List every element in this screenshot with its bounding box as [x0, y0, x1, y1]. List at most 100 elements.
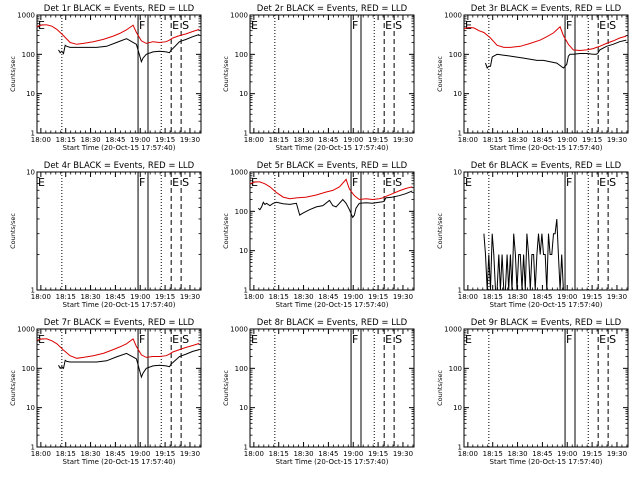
x-tick-label: 19:15 — [155, 136, 175, 144]
y-tick-label: 10 — [239, 90, 248, 98]
x-tick-label: 18:15 — [269, 136, 289, 144]
x-tick-label: 18:45 — [105, 293, 125, 301]
x-axis-label: Start Time (20-Oct-15 17:57:40) — [63, 301, 176, 309]
y-axis-label: Counts/sec — [436, 370, 444, 406]
y-axis-label: Counts/sec — [222, 56, 230, 92]
marker-label-S: S — [182, 176, 189, 189]
marker-label-E: E — [251, 333, 258, 346]
x-tick-label: 19:30 — [607, 450, 627, 458]
x-axis-label: Start Time (20-Oct-15 17:57:40) — [490, 301, 603, 309]
marker-label-F: F — [566, 176, 572, 189]
y-tick-label: 100 — [235, 51, 248, 59]
x-tick-label: 18:45 — [532, 293, 552, 301]
plot-frame — [36, 328, 202, 448]
x-tick-label: 19:15 — [582, 450, 602, 458]
x-tick-label: 18:00 — [31, 450, 51, 458]
marker-label-S: S — [609, 176, 616, 189]
x-tick-label: 19:30 — [607, 136, 627, 144]
x-tick-label: 19:15 — [582, 293, 602, 301]
x-tick-label: 18:30 — [293, 136, 313, 144]
panel-det-4: Det 4r BLACK = Events, RED = LLD Counts/s… — [9, 161, 202, 309]
panel-title: Det 4r BLACK = Events, RED = LLD — [44, 161, 195, 171]
y-tick-label: 10 — [26, 169, 35, 177]
x-tick-label: 18:30 — [293, 293, 313, 301]
x-tick-label: 19:15 — [582, 136, 602, 144]
x-tick-label: 18:30 — [507, 136, 527, 144]
y-axis-label: Counts/sec — [436, 213, 444, 249]
x-tick-label: 19:00 — [557, 293, 577, 301]
x-tick-label: 18:30 — [293, 450, 313, 458]
x-tick-label: 19:15 — [155, 450, 175, 458]
y-tick-label: 1 — [244, 130, 248, 138]
panel-det-8: Det 8r BLACK = Events, RED = LLD Counts/s… — [222, 318, 415, 466]
x-tick-label: 18:15 — [483, 450, 503, 458]
y-tick-label: 10 — [239, 247, 248, 255]
plot-frame — [249, 328, 415, 448]
x-tick-label: 19:30 — [607, 293, 627, 301]
x-tick-label: 19:00 — [343, 293, 363, 301]
y-axis-label: Counts/sec — [9, 56, 17, 92]
x-tick-label: 18:45 — [105, 450, 125, 458]
x-tick-label: 18:15 — [56, 293, 76, 301]
x-axis-label: Start Time (20-Oct-15 17:57:40) — [490, 458, 603, 466]
marker-label-S: S — [395, 19, 402, 32]
marker-label-E: E — [385, 176, 392, 189]
panel-det-5: Det 5r BLACK = Events, RED = LLD Counts/s… — [222, 161, 415, 309]
marker-label-F: F — [566, 19, 572, 32]
x-tick-label: 18:15 — [269, 293, 289, 301]
y-axis-label: Counts/sec — [222, 213, 230, 249]
x-tick-label: 19:00 — [130, 450, 150, 458]
y-tick-label: 10 — [239, 404, 248, 412]
x-tick-label: 18:00 — [458, 136, 478, 144]
plot-frame — [463, 14, 629, 134]
plot-frame — [36, 171, 202, 291]
x-tick-label: 18:30 — [507, 293, 527, 301]
x-tick-label: 19:00 — [343, 136, 363, 144]
series-lld-line — [36, 338, 200, 359]
x-tick-label: 19:15 — [368, 293, 388, 301]
x-tick-label: 19:30 — [393, 450, 413, 458]
x-axis-label: Start Time (20-Oct-15 17:57:40) — [276, 144, 389, 152]
panel-title: Det 8r BLACK = Events, RED = LLD — [257, 318, 408, 328]
x-axis-label: Start Time (20-Oct-15 17:57:40) — [63, 458, 176, 466]
x-tick-label: 19:00 — [557, 136, 577, 144]
series-events-line — [485, 39, 627, 69]
x-tick-label: 18:45 — [532, 136, 552, 144]
marker-label-E: E — [38, 176, 45, 189]
panel-title: Det 6r BLACK = Events, RED = LLD — [471, 161, 622, 171]
panel-title: Det 5r BLACK = Events, RED = LLD — [257, 161, 408, 171]
y-axis-label: Counts/sec — [222, 370, 230, 406]
x-tick-label: 19:30 — [180, 136, 200, 144]
plot-frame — [463, 328, 629, 448]
x-tick-label: 18:45 — [318, 136, 338, 144]
x-tick-label: 19:00 — [343, 450, 363, 458]
x-tick-label: 18:30 — [80, 136, 100, 144]
y-tick-label: 10 — [26, 404, 35, 412]
panel-det-1: Det 1r BLACK = Events, RED = LLD Counts/s… — [9, 4, 202, 152]
marker-label-F: F — [139, 333, 145, 346]
series-events-line — [257, 190, 413, 219]
panel-det-6: Det 6r BLACK = Events, RED = LLD Counts/s… — [436, 161, 629, 309]
marker-label-E: E — [599, 19, 606, 32]
marker-label-F: F — [352, 333, 358, 346]
y-axis-label: Counts/sec — [436, 56, 444, 92]
series-lld-line — [463, 25, 627, 52]
y-axis-label: Counts/sec — [9, 370, 17, 406]
x-tick-label: 19:15 — [368, 450, 388, 458]
y-axis-label: Counts/sec — [9, 213, 17, 249]
marker-label-F: F — [352, 176, 358, 189]
panel-title: Det 9r BLACK = Events, RED = LLD — [471, 318, 622, 328]
plot-frame — [249, 14, 415, 134]
marker-label-E: E — [465, 333, 472, 346]
series-events-line — [483, 218, 627, 291]
y-tick-label: 1 — [458, 287, 462, 295]
marker-label-E: E — [465, 176, 472, 189]
y-tick-label: 1000 — [17, 12, 35, 20]
y-tick-label: 10 — [26, 90, 35, 98]
y-tick-label: 1 — [458, 130, 462, 138]
x-tick-label: 18:15 — [56, 136, 76, 144]
marker-label-E: E — [385, 19, 392, 32]
marker-label-E: E — [172, 333, 179, 346]
y-tick-label: 100 — [22, 51, 35, 59]
